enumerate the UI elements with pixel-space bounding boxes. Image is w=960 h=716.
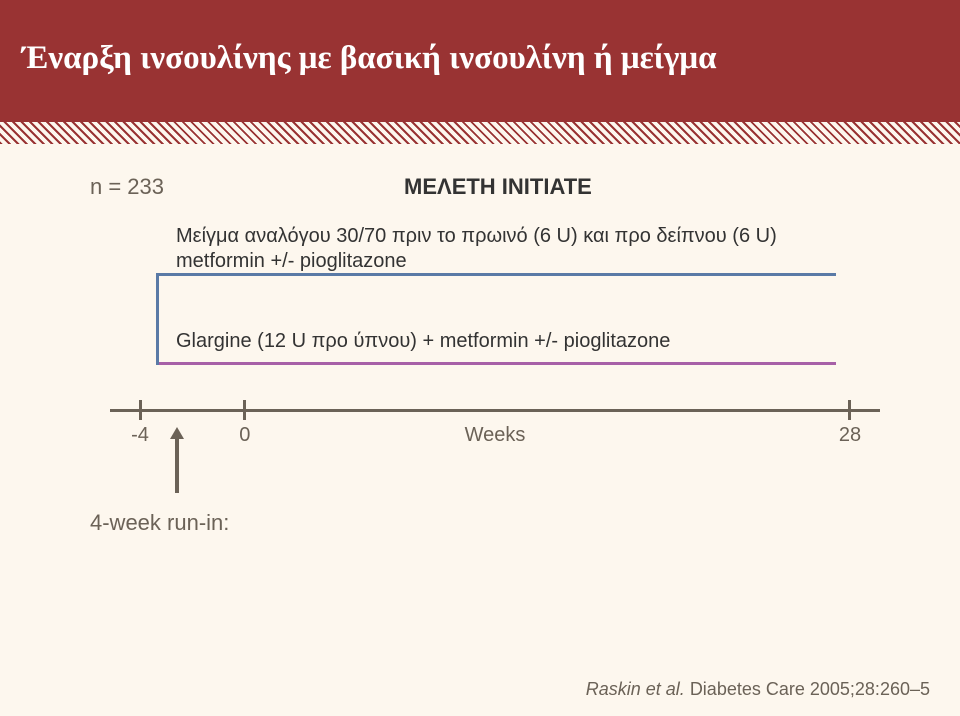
citation-journal: Diabetes Care 2005;28:260–5 xyxy=(690,679,930,699)
header-row: n = 233 ΜΕΛΕΤΗ INITIATE xyxy=(90,174,920,200)
banner-hatch xyxy=(0,122,960,144)
n-label: n = 233 xyxy=(90,174,164,200)
timeline-center-label: Weeks xyxy=(465,424,526,447)
timeline-tick-label: -4 xyxy=(131,424,149,447)
timeline-tick xyxy=(139,400,142,420)
timeline-tick-label: 0 xyxy=(239,424,250,447)
content-area: n = 233 ΜΕΛΕΤΗ INITIATE Μείγμα αναλόγου … xyxy=(0,144,960,450)
arm1-text: Μείγμα αναλόγου 30/70 πριν το πρωινό (6 … xyxy=(176,224,816,274)
fork-vertical-line xyxy=(156,273,159,365)
timeline-tick-label: 28 xyxy=(839,424,861,447)
arm2-text: Glargine (12 U προ ύπνου) + metformin +/… xyxy=(176,330,816,353)
timeline-tick xyxy=(848,400,851,420)
timeline-tick xyxy=(243,400,246,420)
slide-title: Έναρξη ινσουλίνης με βασική ινσουλίνη ή … xyxy=(22,37,716,80)
timeline-axis: -4 0 28 Weeks xyxy=(110,400,880,450)
study-label: ΜΕΛΕΤΗ INITIATE xyxy=(404,174,592,200)
citation-author: Raskin xyxy=(586,679,641,699)
runin-arrow-icon xyxy=(175,437,179,493)
timeline-hline xyxy=(110,409,880,412)
title-banner: Έναρξη ινσουλίνης με βασική ινσουλίνη ή … xyxy=(0,0,960,120)
arm1-line xyxy=(156,273,836,276)
runin-label: 4-week run-in: xyxy=(90,510,229,536)
arm2-fg-line xyxy=(159,362,836,365)
citation: Raskin et al. Diabetes Care 2005;28:260–… xyxy=(586,679,930,700)
citation-et-al: et al. xyxy=(646,679,685,699)
